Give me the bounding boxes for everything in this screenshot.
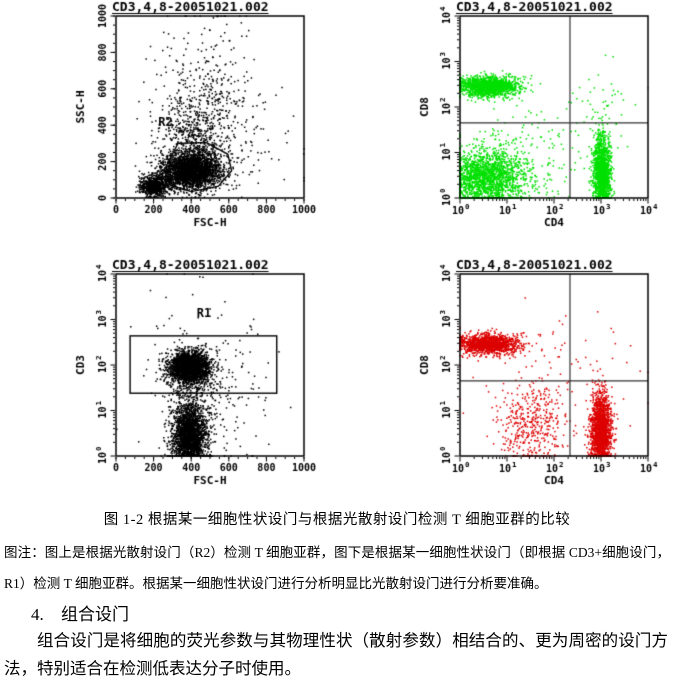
section-heading: 4. 组合设门: [31, 600, 129, 625]
flow-plot-fsc-cd3: [74, 258, 330, 490]
section-title: 组合设门: [61, 605, 129, 624]
flow-plot-fsc-ssc: [74, 0, 330, 232]
flow-plot-cd4-cd8-gated-canvas: [418, 258, 674, 490]
flow-plot-cd4-cd8-ungated: [418, 0, 674, 232]
flow-plot-fsc-cd3-canvas: [74, 258, 330, 490]
flow-plot-cd4-cd8-ungated-canvas: [418, 0, 674, 232]
figure-note: 图注：图上是根据光散射设门（R2）检测 T 细胞亚群，图下是根据某一细胞性状设门…: [4, 545, 670, 591]
body-paragraph: 组合设门是将细胞的荧光参数与其物理性状（散射参数）相结合的、更为周密的设门方法，…: [4, 631, 668, 678]
flow-plot-cd4-cd8-gated: [418, 258, 674, 490]
flow-plot-fsc-ssc-canvas: [74, 0, 330, 232]
figure-caption: 图 1-2 根据某一细胞性状设门与根据光散射设门检测 T 细胞亚群的比较: [103, 512, 571, 528]
section-number: 4.: [31, 605, 44, 624]
